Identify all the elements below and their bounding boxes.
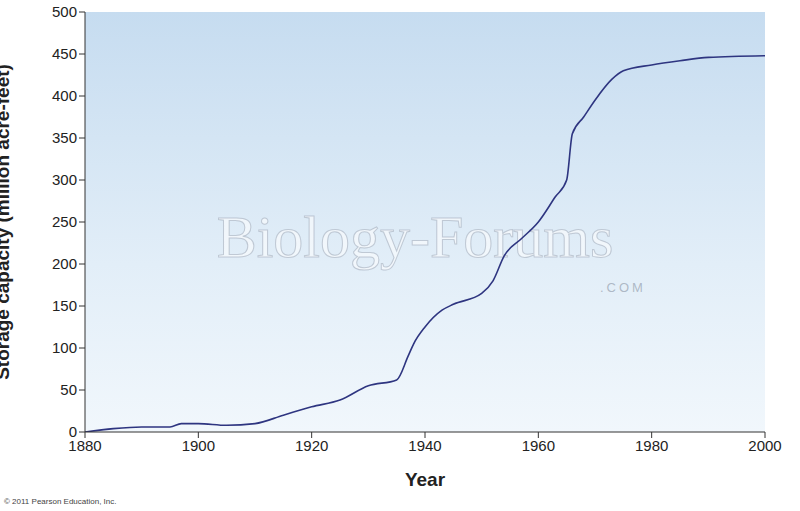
svg-text:Storage capacity (million acre: Storage capacity (million acre-feet) <box>8 64 13 380</box>
html-text:Biology-Forums: Biology-Forums <box>216 204 614 270</box>
svg-text:1880: 1880 <box>68 436 102 454</box>
svg-text:300: 300 <box>52 171 77 188</box>
svg-text:1960: 1960 <box>522 437 555 454</box>
svg-text:1900: 1900 <box>182 437 215 454</box>
svg-text:50: 50 <box>60 381 77 398</box>
svg-text:350: 350 <box>52 129 77 146</box>
svg-text:2000: 2000 <box>748 437 781 454</box>
svg-text:150: 150 <box>52 297 77 314</box>
svg-text:450: 450 <box>52 45 77 62</box>
svg-text:0: 0 <box>69 423 77 440</box>
svg-text:400: 400 <box>52 87 77 104</box>
html-text:.COM: .COM <box>600 280 646 295</box>
svg-text:200: 200 <box>52 255 77 272</box>
html-text:© 2011 Pearson Education, Inc.: © 2011 Pearson Education, Inc. <box>4 497 117 506</box>
svg-text:250: 250 <box>52 213 77 230</box>
svg-text:1920: 1920 <box>295 437 328 454</box>
svg-text:1980: 1980 <box>635 437 668 454</box>
svg-text:500: 500 <box>52 3 77 20</box>
svg-text:Year: Year <box>405 469 446 490</box>
svg-text:100: 100 <box>52 339 77 356</box>
svg-text:1940: 1940 <box>408 437 441 454</box>
